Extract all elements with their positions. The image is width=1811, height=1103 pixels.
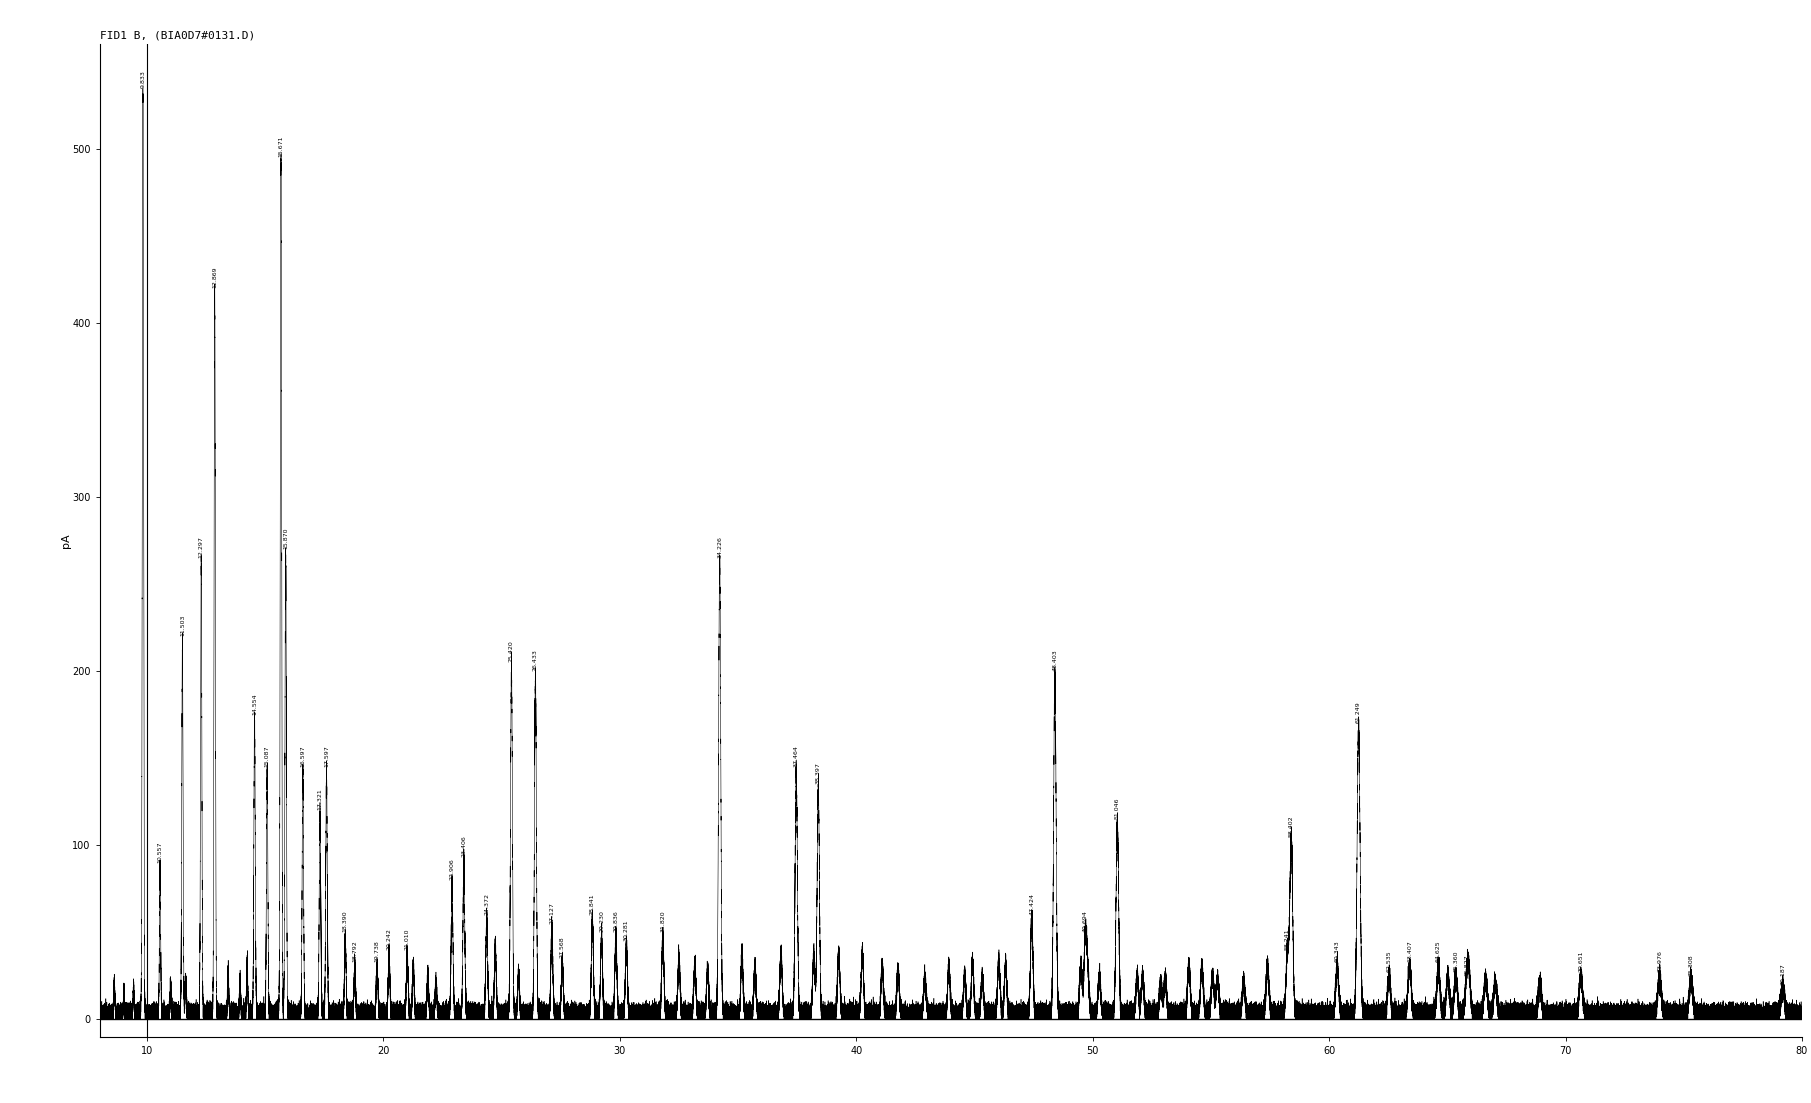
Text: 17.321: 17.321 bbox=[317, 789, 322, 811]
Text: 22.906: 22.906 bbox=[449, 858, 455, 880]
Text: 79.187: 79.187 bbox=[1780, 963, 1786, 985]
Text: 25.420: 25.420 bbox=[509, 641, 514, 663]
Text: 48.403: 48.403 bbox=[1052, 650, 1058, 671]
Y-axis label: pA: pA bbox=[62, 533, 71, 548]
Text: 51.046: 51.046 bbox=[1116, 797, 1119, 820]
Text: 29.230: 29.230 bbox=[599, 910, 605, 932]
Text: 11.503: 11.503 bbox=[179, 614, 185, 636]
Text: 64.625: 64.625 bbox=[1436, 940, 1442, 962]
Text: 61.249: 61.249 bbox=[1356, 702, 1362, 724]
Text: 12.869: 12.869 bbox=[212, 266, 217, 288]
Text: 37.464: 37.464 bbox=[793, 745, 799, 767]
Text: 15.087: 15.087 bbox=[264, 746, 270, 767]
Text: 70.651: 70.651 bbox=[1579, 951, 1583, 973]
Text: 27.127: 27.127 bbox=[549, 902, 554, 923]
Text: 65.360: 65.360 bbox=[1452, 951, 1458, 973]
Text: 20.242: 20.242 bbox=[386, 928, 391, 950]
Text: 63.407: 63.407 bbox=[1407, 940, 1413, 962]
Text: 58.241: 58.241 bbox=[1286, 928, 1289, 950]
Text: 17.597: 17.597 bbox=[324, 746, 330, 767]
Text: 65.827: 65.827 bbox=[1465, 954, 1469, 976]
Text: 60.343: 60.343 bbox=[1335, 940, 1340, 962]
Text: 58.402: 58.402 bbox=[1289, 815, 1293, 836]
Text: 27.568: 27.568 bbox=[560, 936, 565, 959]
Text: 34.226: 34.226 bbox=[717, 536, 723, 558]
Text: 31.820: 31.820 bbox=[661, 911, 665, 932]
Text: 47.424: 47.424 bbox=[1029, 893, 1034, 914]
Text: 16.597: 16.597 bbox=[301, 746, 306, 767]
Text: 29.836: 29.836 bbox=[614, 911, 618, 932]
Text: 26.433: 26.433 bbox=[532, 650, 538, 671]
Text: 75.308: 75.308 bbox=[1688, 954, 1693, 976]
Text: 10.557: 10.557 bbox=[158, 842, 163, 863]
Text: 30.281: 30.281 bbox=[625, 920, 628, 941]
Text: 21.010: 21.010 bbox=[404, 929, 409, 950]
Text: 14.554: 14.554 bbox=[252, 693, 257, 715]
Text: 49.694: 49.694 bbox=[1083, 910, 1088, 932]
Text: 38.397: 38.397 bbox=[815, 762, 820, 784]
Text: 23.406: 23.406 bbox=[462, 836, 467, 857]
Text: 62.535: 62.535 bbox=[1387, 951, 1391, 973]
Text: FID1 B, (BIA0D7#0131.D): FID1 B, (BIA0D7#0131.D) bbox=[100, 31, 255, 41]
Text: 19.738: 19.738 bbox=[375, 940, 380, 962]
Text: 18.390: 18.390 bbox=[342, 911, 348, 932]
Text: 15.870: 15.870 bbox=[283, 527, 288, 549]
Text: 9.833: 9.833 bbox=[141, 69, 145, 87]
Text: 28.841: 28.841 bbox=[590, 893, 594, 914]
Text: 15.671: 15.671 bbox=[279, 136, 284, 158]
Text: 24.372: 24.372 bbox=[484, 893, 489, 914]
Text: 73.976: 73.976 bbox=[1657, 951, 1662, 973]
Text: 18.792: 18.792 bbox=[353, 940, 357, 962]
Text: 12.297: 12.297 bbox=[199, 536, 203, 558]
